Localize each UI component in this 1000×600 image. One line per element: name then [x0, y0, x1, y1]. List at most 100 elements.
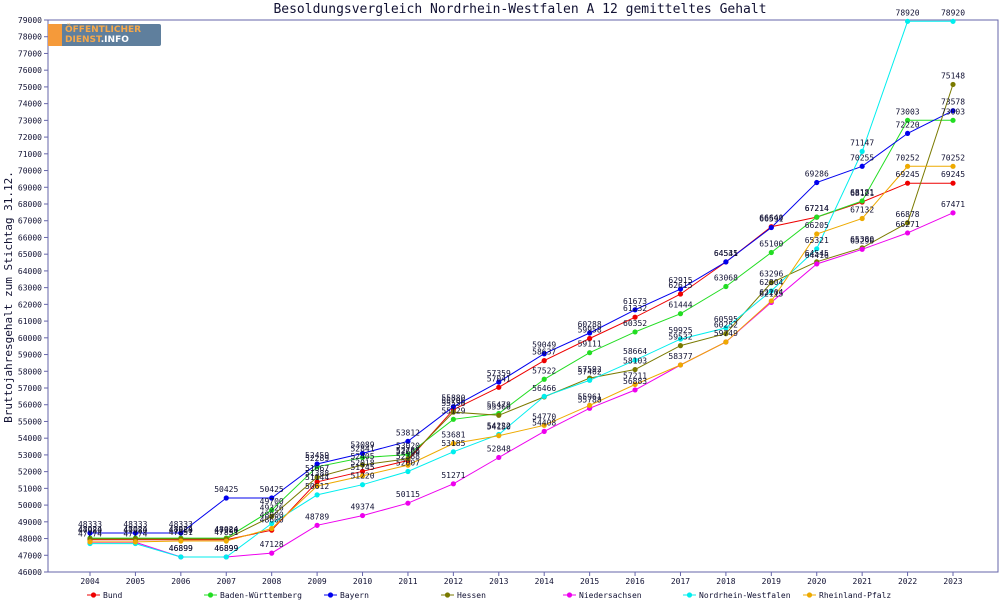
data-point-nordrhein-westfalen	[859, 148, 865, 154]
y-tick-label: 49000	[18, 518, 42, 527]
data-point-niedersachsen	[541, 428, 547, 434]
data-label-baden-wuerttemberg: 61444	[668, 301, 692, 310]
data-label-hessen: 55556	[441, 399, 465, 408]
y-tick-label: 75000	[18, 83, 42, 92]
data-label-rheinland-pfalz: 51745	[350, 463, 374, 472]
data-label-rheinland-pfalz: 48600	[260, 516, 284, 525]
data-label-bayern: 70255	[850, 153, 874, 162]
data-label-nordrhein-westfalen: 53185	[441, 439, 465, 448]
data-label-rheinland-pfalz: 54150	[487, 423, 511, 432]
data-label-niedersachsen: 59749	[714, 329, 738, 338]
y-axis-label: Bruttojahresgehalt zum Stichtag 31.12.	[2, 171, 15, 423]
data-point-rheinland-pfalz	[496, 433, 502, 439]
data-label-bund: 67214	[805, 204, 829, 213]
data-label-hessen: 52405	[350, 452, 374, 461]
data-point-niedersachsen	[950, 210, 956, 216]
y-tick-label: 46000	[18, 568, 42, 577]
legend-label-niedersachsen: Niedersachsen	[579, 591, 642, 600]
data-point-bayern	[450, 404, 456, 410]
legend-label-bayern: Bayern	[340, 591, 369, 600]
data-label-rheinland-pfalz: 70252	[896, 153, 920, 162]
data-label-nordrhein-westfalen: 46899	[169, 544, 193, 553]
data-point-rheinland-pfalz	[859, 215, 865, 222]
data-point-nordrhein-westfalen	[768, 288, 774, 294]
legend-label-rheinland-pfalz: Rheinland-Pfalz	[819, 591, 891, 600]
data-label-bayern: 53812	[396, 428, 420, 437]
data-label-bayern: 48333	[78, 520, 102, 529]
data-point-baden-wuerttemberg	[677, 311, 684, 317]
data-point-bund	[496, 384, 502, 390]
data-point-niedersachsen	[269, 550, 275, 556]
logo-line2-name: DIENST	[65, 35, 101, 45]
data-label-niedersachsen: 47128	[260, 540, 284, 549]
data-label-baden-wuerttemberg: 48024	[169, 525, 193, 534]
logo-line1: ÖFFENTLICHER	[65, 25, 142, 35]
data-label-nordrhein-westfalen: 59925	[668, 326, 692, 335]
x-tick-label: 2018	[716, 577, 735, 586]
data-point-niedersachsen	[814, 261, 820, 267]
data-point-hessen	[950, 81, 956, 88]
legend-label-bund: Bund	[103, 591, 122, 600]
data-point-hessen	[632, 366, 638, 373]
data-point-rheinland-pfalz	[723, 339, 729, 345]
x-tick-label: 2022	[898, 577, 917, 586]
data-point-niedersachsen	[859, 246, 865, 252]
data-point-nordrhein-westfalen	[359, 482, 366, 488]
data-point-baden-wuerttemberg	[814, 214, 820, 220]
legend-marker-baden-wuerttemberg	[207, 592, 214, 598]
data-point-bayern	[587, 330, 593, 336]
data-label-niedersachsen: 47774	[123, 529, 147, 538]
data-label-bayern: 61673	[623, 297, 647, 306]
data-point-bayern	[496, 379, 502, 385]
y-tick-label: 64000	[18, 267, 42, 276]
data-label-rheinland-pfalz: 47851	[214, 528, 238, 537]
data-point-nordrhein-westfalen	[587, 377, 593, 383]
data-point-niedersachsen	[450, 481, 456, 487]
y-tick-label: 53000	[18, 451, 42, 460]
data-point-nordrhein-westfalen	[314, 492, 320, 498]
series-line-baden-wuerttemberg	[90, 119, 953, 539]
series-line-bayern	[90, 110, 954, 534]
data-label-bayern: 48333	[123, 520, 147, 529]
data-point-baden-wuerttemberg	[768, 249, 774, 256]
data-point-rheinland-pfalz	[541, 422, 547, 428]
data-label-bayern: 60288	[578, 320, 602, 329]
data-label-baden-wuerttemberg: 57522	[532, 366, 556, 375]
data-point-bund	[950, 180, 956, 186]
data-point-rheinland-pfalz	[632, 381, 638, 388]
data-point-baden-wuerttemberg	[904, 117, 911, 123]
data-label-nordrhein-westfalen: 50612	[305, 482, 329, 491]
data-label-baden-wuerttemberg: 65100	[759, 240, 783, 249]
data-label-niedersachsen: 46899	[214, 544, 238, 553]
data-label-baden-wuerttemberg: 55129	[441, 406, 465, 415]
data-label-hessen: 60252	[714, 321, 738, 330]
data-label-baden-wuerttemberg: 73003	[896, 107, 920, 116]
data-label-hessen: 58103	[623, 357, 647, 366]
data-point-hessen	[269, 513, 275, 519]
data-point-baden-wuerttemberg	[450, 416, 456, 422]
data-label-hessen: 51667	[305, 464, 329, 473]
data-label-baden-wuerttemberg: 67214	[805, 204, 829, 213]
data-point-rheinland-pfalz	[768, 298, 774, 304]
data-label-hessen: 52766	[396, 446, 420, 455]
data-label-hessen: 47980	[123, 526, 147, 535]
data-labels: 51388 52018 52666 55706 57041 58637 59958 61232…	[78, 8, 965, 553]
y-tick-label: 77000	[18, 49, 42, 58]
data-label-hessen: 75148	[941, 71, 965, 80]
data-label-hessen: 55366	[487, 402, 511, 411]
data-label-bund: 52018	[350, 458, 374, 467]
data-label-baden-wuerttemberg: 52841	[350, 445, 374, 454]
data-label-hessen: 65380	[850, 235, 874, 244]
data-point-nordrhein-westfalen	[677, 336, 684, 342]
data-label-nordrhein-westfalen: 65321	[805, 236, 829, 245]
legend-marker-niedersachsen	[566, 592, 573, 598]
x-tick-label: 2009	[307, 577, 326, 586]
legend-label-nordrhein-westfalen: Nordrhein-Westfalen	[699, 591, 791, 600]
data-point-baden-wuerttemberg	[859, 198, 865, 204]
data-point-nordrhein-westfalen	[541, 393, 547, 399]
y-tick-label: 48000	[18, 535, 42, 544]
y-tick-label: 68000	[18, 200, 42, 209]
series-line-bund	[90, 182, 953, 541]
x-tick-label: 2015	[580, 577, 599, 586]
data-point-bayern	[950, 108, 956, 114]
